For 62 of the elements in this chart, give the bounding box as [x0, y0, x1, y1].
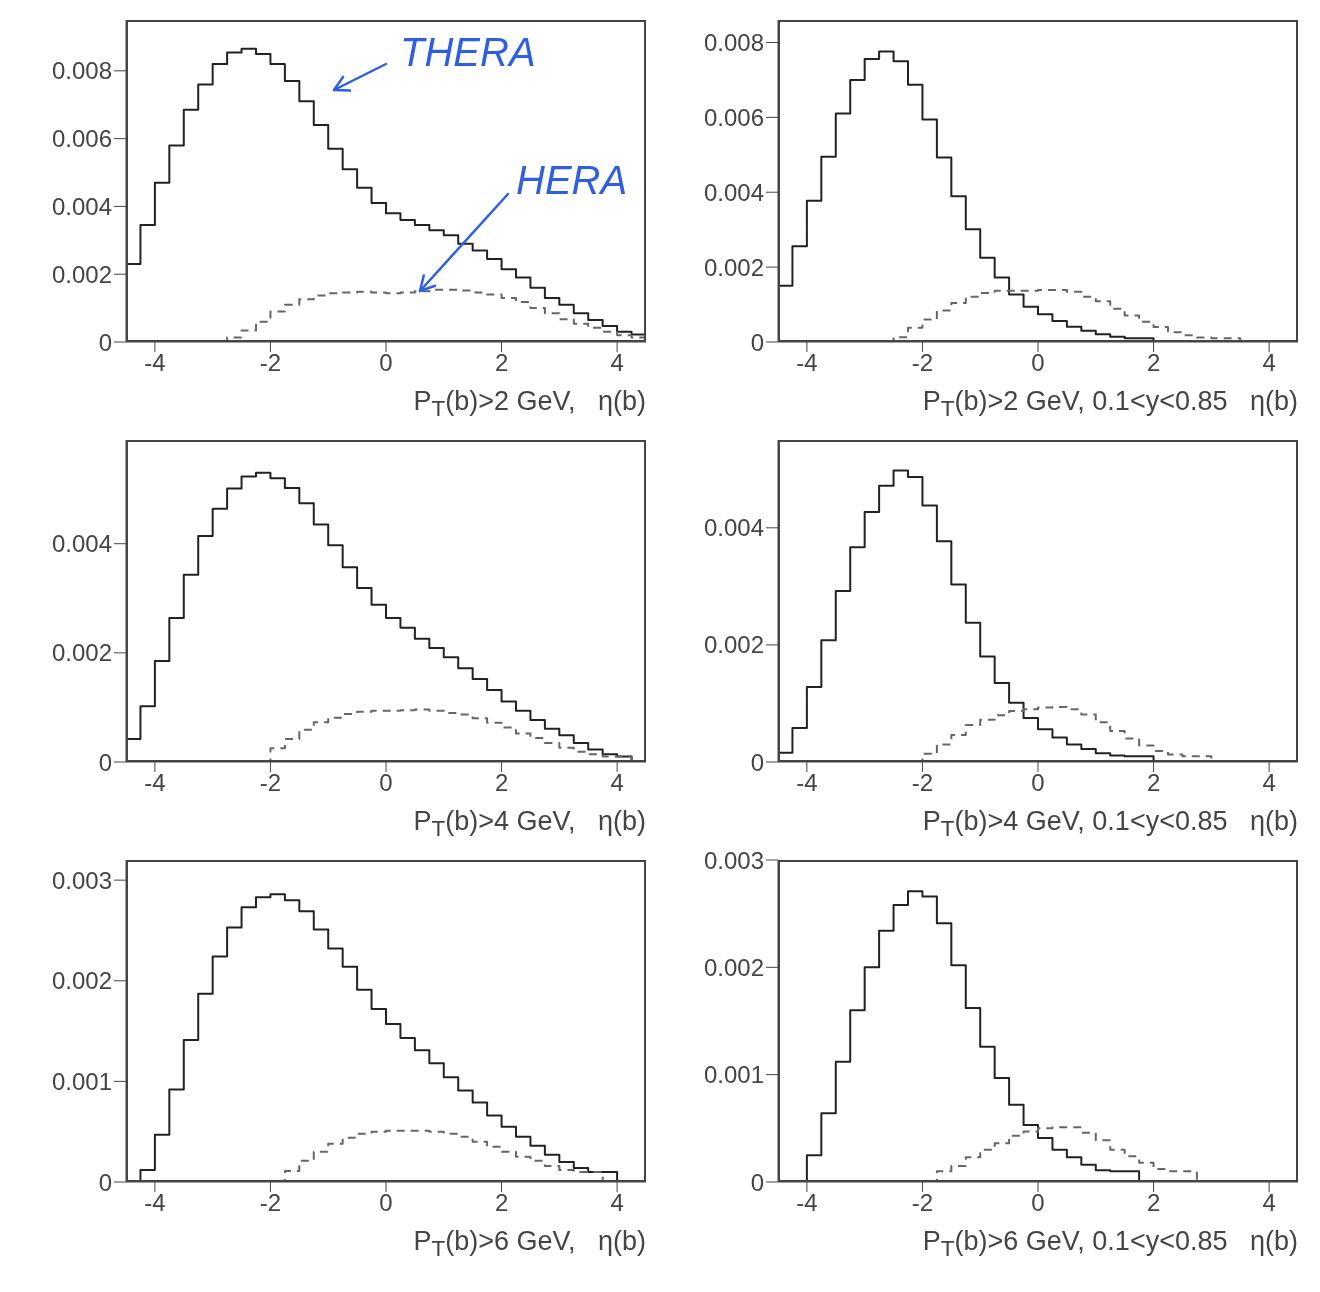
x-axis-title: P$_{T}$(b)>6 GeV, η(b)	[413, 1226, 646, 1263]
x-axis-title: P$_{T}$(b)>4 GeV, η(b)	[413, 806, 646, 843]
x-tick-label: 4	[610, 1189, 624, 1217]
x-tick-label: 0	[1031, 349, 1045, 377]
x-tick-label: 4	[610, 769, 624, 797]
y-tick-label: 0.001	[703, 1061, 764, 1089]
x-axis-title: P$_{T}$(b)>2 GeV, η(b)	[413, 386, 646, 423]
y-tick-label: 0.002	[703, 631, 764, 659]
y-tick-label: 0.002	[51, 260, 112, 288]
text: THERA	[400, 30, 536, 75]
x-tick-label: 2	[494, 349, 509, 377]
y-tick-label: 0	[750, 328, 764, 356]
y-tick-label: 0.002	[51, 639, 112, 667]
y-tick-label: 0.006	[51, 125, 112, 153]
y-tick-label: 0.002	[51, 967, 112, 995]
x-tick-label: 4	[1262, 769, 1276, 797]
x-axis-title: P$_{T}$(b)>6 GeV, 0.1<y<0.85 η(b)	[922, 1226, 1298, 1263]
x-tick-label: 0	[1031, 769, 1045, 797]
y-tick-label: 0.008	[51, 57, 112, 85]
y-tick-label: 0.004	[51, 530, 112, 558]
y-tick-label: 0	[750, 1168, 764, 1196]
y-tick-label: 0.008	[703, 28, 764, 56]
x-tick-label: -2	[911, 769, 934, 797]
x-tick-label: 4	[610, 349, 624, 377]
x-tick-label: 0	[379, 349, 393, 377]
x-tick-label: 2	[1146, 1189, 1161, 1217]
x-tick-label: -4	[144, 1189, 166, 1217]
x-tick-label: 4	[1262, 349, 1276, 377]
x-tick-label: 4	[1262, 1189, 1276, 1217]
y-tick-label: 0.002	[703, 953, 764, 981]
x-axis-title: P$_{T}$(b)>4 GeV, 0.1<y<0.85 η(b)	[922, 806, 1298, 843]
x-tick-label: -4	[796, 349, 818, 377]
x-tick-label: -2	[259, 1189, 282, 1217]
y-tick-label: 0.004	[703, 514, 764, 542]
y-tick-label: 0.003	[703, 846, 764, 874]
x-tick-label: -2	[911, 349, 934, 377]
y-tick-label: 0	[98, 328, 112, 356]
y-tick-label: 0	[750, 748, 764, 776]
x-tick-label: 0	[379, 769, 393, 797]
y-tick-label: 0.001	[51, 1067, 112, 1095]
x-tick-label: -4	[144, 349, 166, 377]
x-axis-title: P$_{T}$(b)>2 GeV, 0.1<y<0.85 η(b)	[922, 386, 1298, 423]
text: HERA	[516, 158, 628, 203]
y-tick-label: 0.004	[51, 192, 112, 220]
y-tick-label: 0.006	[703, 103, 764, 131]
x-tick-label: 0	[379, 1189, 393, 1217]
x-tick-label: -4	[796, 769, 818, 797]
x-tick-label: -2	[259, 769, 282, 797]
x-tick-label: -4	[144, 769, 166, 797]
y-tick-label: 0	[98, 1168, 112, 1196]
x-tick-label: 2	[494, 1189, 509, 1217]
x-tick-label: 0	[1031, 1189, 1045, 1217]
y-tick-label: 0	[98, 748, 112, 776]
y-tick-label: 0.003	[51, 866, 112, 894]
x-tick-label: 2	[494, 769, 509, 797]
x-tick-label: -2	[259, 349, 282, 377]
y-tick-label: 0.002	[703, 253, 764, 281]
x-tick-label: 2	[1146, 769, 1161, 797]
y-tick-label: 0.004	[703, 178, 764, 206]
x-tick-label: -2	[911, 1189, 934, 1217]
x-tick-label: 2	[1146, 349, 1161, 377]
x-tick-label: -4	[796, 1189, 818, 1217]
